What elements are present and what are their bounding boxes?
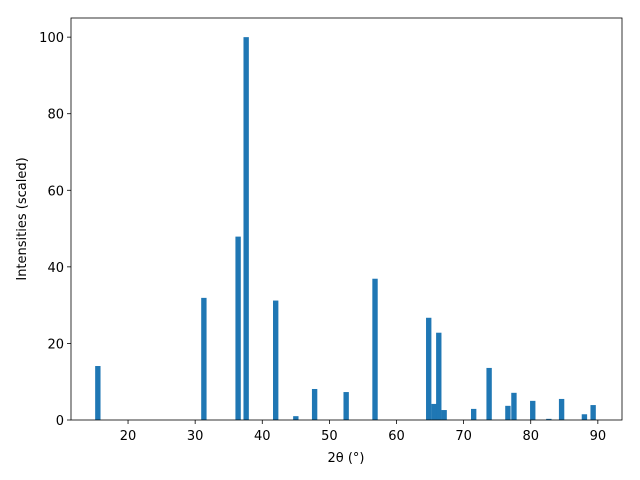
y-tick-label: 100 (39, 31, 64, 46)
y-tick-label: 80 (47, 108, 64, 123)
bar (546, 418, 552, 420)
bar (293, 416, 299, 420)
bar (201, 297, 207, 420)
x-tick-label: 80 (522, 429, 539, 444)
bar (436, 332, 442, 420)
bar (95, 366, 101, 420)
y-tick-label: 60 (47, 184, 64, 199)
bar (431, 403, 437, 420)
bar (511, 392, 517, 420)
bar (590, 405, 596, 420)
bar (426, 317, 432, 420)
bar (558, 398, 565, 420)
bar (343, 392, 349, 420)
x-tick-label: 50 (321, 429, 338, 444)
y-axis-label: Intensities (scaled) (15, 157, 30, 280)
x-axis-label: 2θ (°) (327, 451, 364, 466)
x-tick-label: 60 (388, 429, 405, 444)
x-tick-label: 20 (120, 429, 137, 444)
x-tick-label: 40 (254, 429, 271, 444)
bar (243, 37, 249, 421)
plot-frame (70, 17, 623, 421)
y-tick-label: 40 (47, 261, 64, 276)
bar (441, 410, 447, 420)
y-tick-label: 20 (47, 337, 64, 352)
x-tick-label: 70 (455, 429, 472, 444)
bar (486, 367, 492, 420)
x-tick-label: 90 (590, 429, 607, 444)
x-tick-label: 30 (187, 429, 204, 444)
bar (530, 400, 536, 420)
bar (311, 388, 318, 420)
bar (470, 408, 477, 420)
y-tick-label: 0 (56, 414, 64, 429)
bar (581, 414, 588, 420)
bar (235, 236, 241, 420)
bar (505, 405, 511, 420)
bar (372, 278, 378, 420)
bar (273, 300, 279, 420)
